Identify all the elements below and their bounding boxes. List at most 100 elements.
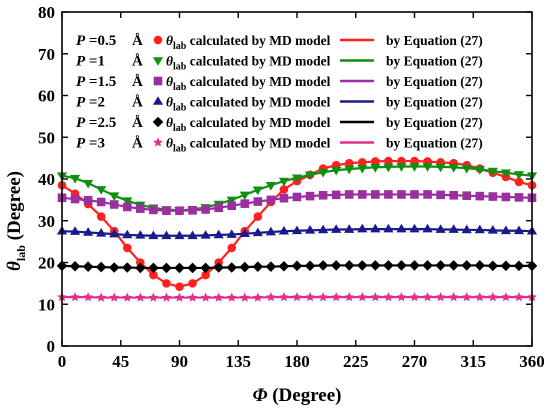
data-point — [357, 158, 367, 167]
data-point — [461, 164, 472, 174]
data-point — [83, 227, 94, 236]
data-point — [396, 223, 407, 233]
data-point — [305, 191, 315, 201]
series-layer — [56, 156, 538, 302]
data-point — [239, 228, 250, 237]
y-tick-label: 10 — [38, 295, 55, 314]
data-point — [253, 212, 263, 221]
data-point — [448, 224, 459, 233]
axes: 0 45 90 135 180 225 270 315 360 0 10 20 30 40 50 60 70 80 — [38, 3, 545, 371]
data-point — [122, 243, 132, 253]
data-point — [278, 225, 290, 235]
data-point — [396, 163, 407, 172]
data-point — [292, 192, 302, 202]
data-point — [371, 157, 380, 166]
data-point — [187, 262, 198, 274]
legend-md-label: θlab calculated by MD model — [166, 136, 331, 155]
data-point — [201, 205, 210, 214]
data-point — [279, 193, 289, 203]
data-point — [135, 262, 146, 274]
data-point — [317, 260, 329, 271]
data-point — [344, 158, 354, 168]
data-point — [175, 206, 184, 216]
data-point — [423, 190, 432, 199]
legend-md-label: θlab calculated by MD model — [166, 54, 331, 73]
data-point — [396, 260, 407, 271]
data-point — [70, 292, 80, 302]
data-point — [265, 261, 277, 272]
data-point — [304, 260, 316, 272]
data-point — [514, 193, 524, 202]
data-point — [461, 260, 473, 271]
data-point — [96, 197, 106, 207]
data-point — [135, 292, 146, 302]
data-point — [265, 181, 276, 191]
data-point — [318, 169, 329, 178]
data-point — [305, 292, 315, 302]
data-point — [344, 190, 354, 199]
data-point — [448, 260, 459, 271]
data-point — [122, 229, 133, 239]
legend-marker — [152, 57, 164, 66]
data-point — [83, 195, 93, 205]
data-point — [331, 292, 342, 302]
data-point — [370, 292, 381, 302]
data-point — [474, 292, 485, 302]
data-point — [474, 224, 485, 234]
data-point — [410, 190, 419, 199]
legend-p-label: P =3 — [76, 136, 105, 152]
data-point — [448, 292, 459, 302]
data-point — [383, 260, 394, 271]
data-point — [474, 260, 486, 271]
legend-unit: Å — [132, 95, 143, 111]
data-point — [226, 292, 237, 302]
legend-p-label: P =1 — [76, 54, 105, 70]
data-point — [396, 292, 407, 302]
data-point — [422, 223, 433, 233]
legend-md-label: θlab calculated by MD model — [166, 115, 331, 134]
data-point — [449, 190, 458, 200]
legend-p-label: P =0.5 — [76, 33, 116, 49]
data-point — [161, 230, 172, 240]
data-point — [174, 292, 185, 302]
data-point — [188, 279, 197, 288]
data-point — [344, 292, 355, 302]
data-point — [409, 223, 420, 233]
data-point — [265, 226, 276, 236]
data-point — [149, 270, 158, 280]
data-point — [278, 260, 290, 272]
data-point — [474, 166, 485, 175]
data-point — [239, 261, 251, 273]
data-point — [109, 228, 120, 238]
data-point — [291, 174, 303, 184]
legend-eq-label: by Equation (27) — [386, 33, 483, 48]
data-point — [136, 258, 145, 267]
data-point — [291, 225, 303, 235]
data-point — [514, 177, 524, 187]
data-point — [213, 262, 224, 273]
data-point — [227, 201, 237, 211]
data-point — [304, 225, 316, 234]
series-p-3 — [57, 292, 537, 302]
data-point — [343, 260, 355, 271]
data-point — [174, 230, 185, 240]
data-point — [227, 243, 237, 253]
data-point — [200, 262, 211, 274]
data-point — [226, 262, 238, 273]
data-point — [370, 164, 381, 173]
y-tick-label: 0 — [47, 337, 56, 356]
data-point — [461, 224, 472, 234]
legend-eq-label: by Equation (27) — [386, 54, 483, 69]
y-tick-label: 60 — [38, 87, 55, 106]
data-point — [69, 174, 81, 184]
data-point — [279, 292, 289, 302]
data-point — [162, 206, 171, 216]
data-point — [357, 190, 367, 199]
data-point — [253, 197, 263, 206]
data-point — [108, 262, 120, 273]
